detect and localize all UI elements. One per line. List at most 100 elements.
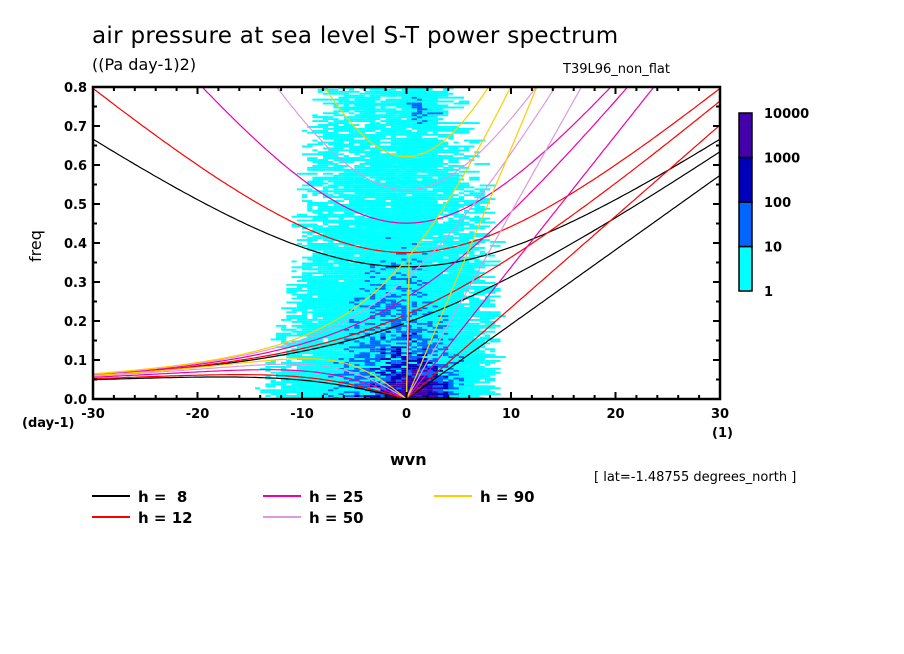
power-cell — [479, 373, 496, 376]
power-cell — [458, 315, 464, 317]
power-cell — [349, 332, 355, 335]
power-cell — [328, 209, 334, 212]
power-cell — [322, 229, 334, 232]
power-cell — [375, 159, 381, 161]
power-cell — [380, 282, 391, 284]
power-cell — [443, 291, 449, 294]
power-cell — [328, 135, 344, 138]
power-cell — [307, 262, 323, 265]
power-cell — [380, 215, 386, 218]
power-cell — [427, 287, 433, 290]
power-cell — [317, 135, 329, 138]
power-cell — [427, 369, 433, 372]
power-cell — [322, 350, 334, 353]
power-cell — [453, 385, 464, 388]
power-cell — [432, 213, 443, 216]
power-cell — [281, 354, 297, 356]
power-cell — [427, 207, 438, 210]
power-cell — [432, 377, 443, 380]
power-cell — [484, 276, 496, 278]
power-cell — [448, 373, 454, 376]
power-cell — [432, 106, 443, 109]
power-cell — [437, 127, 449, 130]
legend-line — [434, 495, 472, 497]
power-cell — [396, 239, 402, 241]
power-cell — [354, 166, 360, 169]
power-cell — [328, 379, 339, 382]
power-cell — [396, 127, 402, 130]
power-cell — [369, 256, 376, 259]
power-cell — [380, 365, 391, 368]
power-cell — [375, 198, 381, 200]
power-cell — [364, 301, 370, 304]
power-cell — [401, 137, 407, 140]
power-cell — [422, 174, 428, 177]
power-cell — [338, 96, 355, 99]
power-cell — [396, 356, 402, 358]
power-cell — [411, 385, 417, 388]
power-cell — [286, 365, 292, 368]
power-cell — [453, 126, 459, 128]
power-cell — [364, 385, 370, 388]
power-cell — [380, 235, 386, 238]
power-cell — [385, 285, 391, 288]
power-cell — [390, 326, 402, 329]
power-cell — [354, 360, 360, 362]
power-cell — [364, 311, 370, 314]
power-cell — [453, 198, 464, 200]
power-cell — [354, 344, 360, 347]
power-cell — [343, 198, 355, 200]
power-cell — [437, 188, 449, 191]
power-cell — [437, 324, 444, 327]
power-cell — [437, 233, 444, 236]
power-cell — [343, 207, 349, 210]
power-cell — [364, 309, 370, 312]
power-cell — [411, 272, 417, 275]
power-cell — [375, 266, 381, 269]
power-cell — [484, 348, 496, 351]
power-cell — [385, 182, 391, 185]
power-cell — [328, 278, 334, 280]
power-cell — [422, 116, 428, 119]
power-cell — [380, 161, 386, 163]
power-cell — [375, 94, 381, 97]
power-cell — [427, 282, 438, 284]
power-cell — [302, 303, 308, 306]
power-cell — [364, 90, 381, 93]
power-cell — [411, 223, 417, 226]
power-cell — [458, 295, 464, 298]
power-cell — [265, 395, 271, 397]
power-cell — [359, 155, 376, 158]
power-cell — [364, 172, 370, 175]
power-cell — [343, 90, 355, 93]
curve-eig0-h25 — [405, 87, 629, 399]
power-cell — [369, 348, 376, 351]
power-cell — [307, 301, 313, 304]
power-cell — [333, 204, 339, 206]
power-cell — [369, 299, 376, 302]
power-cell — [406, 241, 412, 243]
power-cell — [275, 334, 287, 337]
power-cell — [333, 90, 339, 93]
power-cell — [307, 248, 318, 251]
power-cell — [453, 367, 459, 370]
power-cell — [437, 358, 444, 360]
power-cell — [411, 285, 423, 288]
power-cell — [369, 163, 381, 165]
power-cell — [453, 147, 459, 150]
power-cell — [375, 346, 381, 349]
power-cell — [333, 190, 350, 193]
power-cell — [417, 188, 423, 191]
power-cell — [406, 147, 412, 150]
power-cell — [281, 319, 287, 321]
power-cell — [375, 161, 381, 163]
power-cell — [317, 116, 334, 119]
power-cell — [432, 159, 443, 161]
power-cell — [390, 289, 396, 292]
power-cell — [369, 124, 376, 126]
power-cell — [422, 225, 428, 228]
power-cell — [343, 254, 349, 257]
power-cell — [453, 161, 459, 163]
power-cell — [286, 385, 292, 388]
power-cell — [380, 375, 386, 378]
